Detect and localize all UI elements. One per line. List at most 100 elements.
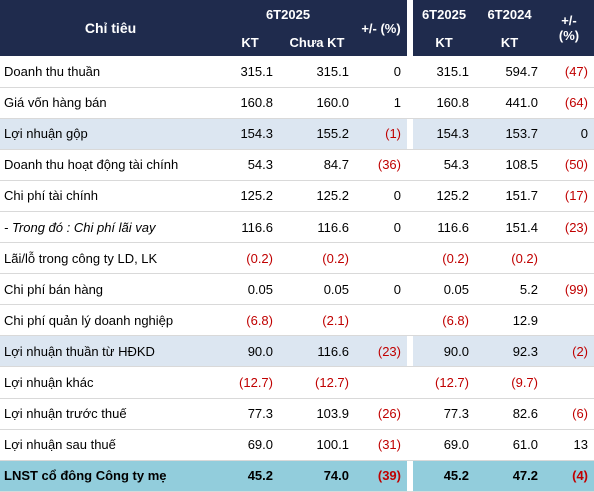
period2-value-cell: 47.2 bbox=[475, 460, 544, 492]
kt-value-cell: 116.6 bbox=[221, 211, 279, 244]
change1-cell: (31) bbox=[355, 429, 407, 461]
spacer-cell bbox=[407, 273, 413, 306]
table-row: Lợi nhuận sau thuế 69.0 100.1 (31) 69.0 61.0 1… bbox=[0, 429, 594, 461]
unaudited-value-cell: 125.2 bbox=[279, 180, 355, 212]
change2-cell bbox=[544, 366, 594, 399]
unaudited-value-cell: 315.1 bbox=[279, 56, 355, 88]
period2-value-cell: 61.0 bbox=[475, 429, 544, 461]
period2-value-cell: 151.4 bbox=[475, 211, 544, 244]
unaudited-value-cell: 160.0 bbox=[279, 87, 355, 119]
period1-value-cell: 315.1 bbox=[413, 56, 475, 88]
indicator-cell: Doanh thu thuần bbox=[0, 56, 221, 88]
indicator-cell: Lợi nhuận khác bbox=[0, 366, 221, 399]
kt-value-cell: 45.2 bbox=[221, 460, 279, 492]
indicator-cell: LNST cổ đông Công ty mẹ bbox=[0, 460, 221, 492]
change2-cell: (99) bbox=[544, 273, 594, 306]
unaudited-value-cell: 155.2 bbox=[279, 118, 355, 150]
kt-value-cell: 315.1 bbox=[221, 56, 279, 88]
unaudited-value-cell: 84.7 bbox=[279, 149, 355, 181]
table-row: Giá vốn hàng bán 160.8 160.0 1 160.8 441.0 (64… bbox=[0, 87, 594, 119]
change2-cell: 13 bbox=[544, 429, 594, 461]
group2-kt2-header: KT bbox=[475, 28, 544, 56]
unaudited-value-cell: (2.1) bbox=[279, 304, 355, 337]
spacer-cell bbox=[407, 460, 413, 492]
change2-cell: (50) bbox=[544, 149, 594, 181]
table-header: Chỉ tiêu 6T2025 +/- (%) 6T2025 6T2024 +/… bbox=[0, 0, 594, 56]
indicator-cell: Giá vốn hàng bán bbox=[0, 87, 221, 119]
change1-cell: (26) bbox=[355, 398, 407, 430]
kt-value-cell: 69.0 bbox=[221, 429, 279, 461]
period2-value-cell: 5.2 bbox=[475, 273, 544, 306]
change1-cell: 0 bbox=[355, 211, 407, 244]
kt-value-cell: 154.3 bbox=[221, 118, 279, 150]
unaudited-value-cell: 74.0 bbox=[279, 460, 355, 492]
change1-cell: 1 bbox=[355, 87, 407, 119]
change1-cell: (23) bbox=[355, 335, 407, 368]
indicator-header: Chỉ tiêu bbox=[0, 0, 221, 56]
change2-cell: (17) bbox=[544, 180, 594, 212]
change1-cell: (1) bbox=[355, 118, 407, 150]
period1-value-cell: 69.0 bbox=[413, 429, 475, 461]
group2-period2-header: 6T2024 bbox=[475, 0, 544, 28]
unaudited-value-cell: 116.6 bbox=[279, 211, 355, 244]
group1-period-header: 6T2025 bbox=[221, 0, 355, 28]
change2-cell bbox=[544, 304, 594, 337]
group1-unaudited-header: Chưa KT bbox=[279, 28, 355, 56]
unaudited-value-cell: 100.1 bbox=[279, 429, 355, 461]
change1-cell: (39) bbox=[355, 460, 407, 492]
change1-cell bbox=[355, 366, 407, 399]
spacer-cell bbox=[407, 304, 413, 337]
table-row: Chi phí quản lý doanh nghiệp (6.8) (2.1) (6… bbox=[0, 304, 594, 337]
period2-value-cell: 92.3 bbox=[475, 335, 544, 368]
unaudited-value-cell: (0.2) bbox=[279, 242, 355, 275]
period1-value-cell: 90.0 bbox=[413, 335, 475, 368]
indicator-cell: Chi phí tài chính bbox=[0, 180, 221, 212]
period2-value-cell: (0.2) bbox=[475, 242, 544, 275]
kt-value-cell: 90.0 bbox=[221, 335, 279, 368]
kt-value-cell: 0.05 bbox=[221, 273, 279, 306]
period1-value-cell: (6.8) bbox=[413, 304, 475, 337]
indicator-cell: Chi phí bán hàng bbox=[0, 273, 221, 306]
table-row: - Trong đó : Chi phí lãi vay 116.6 116.6 0 1… bbox=[0, 211, 594, 244]
table-row: Lợi nhuận trước thuế 77.3 103.9 (26) 77.3 82.… bbox=[0, 398, 594, 430]
unaudited-value-cell: 103.9 bbox=[279, 398, 355, 430]
indicator-cell: Lợi nhuận sau thuế bbox=[0, 429, 221, 461]
group1-kt-header: KT bbox=[221, 28, 279, 56]
table-row: LNST cổ đông Công ty mẹ 45.2 74.0 (39) 45.2 4… bbox=[0, 460, 594, 492]
spacer-cell bbox=[407, 366, 413, 399]
unaudited-value-cell: (12.7) bbox=[279, 366, 355, 399]
table-row: Chi phí bán hàng 0.05 0.05 0 0.05 5.2 (99) bbox=[0, 273, 594, 306]
period2-value-cell: 151.7 bbox=[475, 180, 544, 212]
change2-cell: 0 bbox=[544, 118, 594, 150]
table-row: Doanh thu hoạt động tài chính 54.3 84.7 (36… bbox=[0, 149, 594, 181]
indicator-cell: Lợi nhuận gộp bbox=[0, 118, 221, 150]
change1-cell: 0 bbox=[355, 180, 407, 212]
kt-value-cell: 160.8 bbox=[221, 87, 279, 119]
group1-change-header: +/- (%) bbox=[355, 0, 407, 56]
period1-value-cell: 77.3 bbox=[413, 398, 475, 430]
kt-value-cell: (0.2) bbox=[221, 242, 279, 275]
table-row: Doanh thu thuần 315.1 315.1 0 315.1 594.7 (47) bbox=[0, 56, 594, 88]
kt-value-cell: 54.3 bbox=[221, 149, 279, 181]
change2-cell bbox=[544, 242, 594, 275]
kt-value-cell: 77.3 bbox=[221, 398, 279, 430]
period2-value-cell: 153.7 bbox=[475, 118, 544, 150]
kt-value-cell: (12.7) bbox=[221, 366, 279, 399]
period1-value-cell: (12.7) bbox=[413, 366, 475, 399]
group2-period1-header: 6T2025 bbox=[413, 0, 475, 28]
period1-value-cell: 54.3 bbox=[413, 149, 475, 181]
table-row: Lợi nhuận gộp 154.3 155.2 (1) 154.3 153.7 0 bbox=[0, 118, 594, 150]
change2-cell: (4) bbox=[544, 460, 594, 492]
period1-value-cell: 116.6 bbox=[413, 211, 475, 244]
change2-cell: (23) bbox=[544, 211, 594, 244]
change1-cell: (36) bbox=[355, 149, 407, 181]
period1-value-cell: 125.2 bbox=[413, 180, 475, 212]
spacer-cell bbox=[407, 56, 413, 88]
period2-value-cell: 12.9 bbox=[475, 304, 544, 337]
unaudited-value-cell: 0.05 bbox=[279, 273, 355, 306]
spacer-cell bbox=[407, 87, 413, 119]
change2-cell: (64) bbox=[544, 87, 594, 119]
unaudited-value-cell: 116.6 bbox=[279, 335, 355, 368]
table-row: Chi phí tài chính 125.2 125.2 0 125.2 151.7 (1… bbox=[0, 180, 594, 212]
